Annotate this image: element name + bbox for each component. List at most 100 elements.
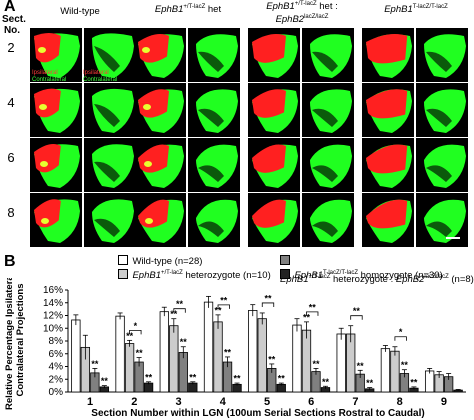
ipsilateral-region [366, 199, 408, 229]
contralateral-region [196, 89, 238, 133]
ipsilateral-region [34, 33, 61, 63]
bar [203, 301, 214, 393]
y-tick-label: 0% [49, 387, 64, 398]
column-title-sup: +/T-lacZ [183, 4, 206, 10]
column-title-ephb1-het: EphB1+/T-lacZ het [134, 4, 242, 15]
micrograph-merged [30, 28, 82, 82]
significance-marker: ** [278, 374, 286, 384]
ipsilateral-hole [198, 165, 224, 182]
ipsilateral-patch [144, 161, 152, 167]
significance-bracket-label: ** [309, 302, 317, 312]
column-title-main: EphB1 [266, 1, 295, 13]
micrograph-contralateral [416, 193, 468, 247]
legend-item-wildtype: Wild-type (n=28) [118, 251, 418, 269]
micrograph-merged [134, 193, 186, 247]
x-axis-label: Section Number within LGN (100um Serial … [91, 408, 424, 419]
legend-tail2: (n=8) [448, 274, 474, 285]
micrograph-merged [30, 83, 82, 137]
legend-item-het-ephb2: EphB1+/T-lacZ heterozygote : EphB2lacZ/l… [280, 251, 474, 287]
bar [134, 361, 144, 393]
bar [159, 311, 169, 393]
contralateral-region [424, 34, 466, 78]
contralateral-region [424, 199, 466, 243]
ipsilateral-hole [426, 51, 452, 72]
legend-text: EphB1+/T-lacZ heterozygote (n=10) [132, 270, 270, 281]
significance-marker: ** [126, 331, 134, 341]
micrograph-contralateral [302, 138, 354, 192]
significance-bracket-label: * [399, 327, 403, 337]
micrograph-merged [134, 83, 186, 137]
legend-sup: T-lacZ/T-lacZ [322, 269, 358, 276]
x-tick-label: 6 [308, 396, 314, 408]
bar [213, 321, 223, 393]
significance-marker: ** [401, 360, 409, 370]
contralateral-region [310, 34, 352, 78]
micrograph-contralateral [302, 83, 354, 137]
contralateral-region [92, 144, 134, 188]
x-tick-label: 9 [441, 396, 447, 408]
ipsilateral-label-right: Ipsilateral [83, 70, 109, 76]
contralateral-region [92, 88, 134, 133]
projection-labels: Ipsilateral Contralateral [32, 70, 66, 84]
micrograph-contralateral [84, 83, 136, 137]
ipsilateral-region [138, 89, 169, 118]
panel-b-label: B [4, 253, 16, 270]
bar [346, 333, 356, 393]
significance-marker: ** [410, 377, 418, 387]
column-title-tail: het [205, 4, 222, 16]
legend-sup2: lacZ/lacZ [424, 273, 449, 280]
significance-bracket [394, 336, 407, 341]
micrograph-contralateral [188, 193, 240, 247]
significance-marker: ** [303, 312, 311, 322]
significance-marker: ** [170, 309, 178, 319]
significance-marker: ** [322, 377, 330, 387]
legend-item-het: EphB1+/T-lacZ heterozygote (n=10) [118, 265, 278, 283]
x-tick-label: 8 [397, 396, 403, 408]
micrograph-contralateral [416, 28, 468, 82]
ipsilateral-hole [426, 221, 452, 237]
ipsilateral-region [138, 34, 169, 63]
legend-main: EphB1 [280, 274, 309, 285]
significance-marker: ** [234, 374, 242, 384]
x-tick-label: 2 [131, 396, 137, 408]
significance-bracket [350, 315, 363, 320]
significance-bracket [217, 304, 230, 309]
ipsilateral-patch [39, 104, 47, 110]
significance-bracket-label: ** [220, 295, 228, 305]
ipsilateral-region [252, 199, 286, 228]
micrograph-merged [248, 28, 300, 82]
significance-marker: ** [101, 376, 109, 386]
ipsilateral-region [252, 34, 286, 63]
significance-marker: ** [366, 378, 374, 388]
bar [248, 310, 258, 393]
y-tick-label: 14% [43, 298, 63, 309]
contralateral-region [196, 144, 238, 188]
section-number-4: 4 [7, 95, 15, 110]
legend-main: EphB1 [132, 270, 161, 281]
ipsilateral-patch [145, 218, 153, 224]
y-tick-label: 10% [43, 323, 63, 334]
ipsilateral-hole [94, 104, 120, 127]
legend-swatch [118, 255, 128, 265]
x-tick-label: 5 [264, 396, 270, 408]
legend-item-homo: EphB1T-lacZ/T-lacZ homozygote (n=30) [280, 265, 474, 283]
section-number-2: 2 [7, 40, 15, 55]
legend-swatch [280, 255, 290, 265]
ipsilateral-patch [142, 47, 150, 53]
ipsilateral-hole [312, 51, 338, 72]
contralateral-region [92, 199, 134, 243]
y-axis-label-line2: Contralateral Projections [15, 284, 26, 397]
section-header-line2: No. [3, 25, 21, 36]
legend-text: EphB1+/T-lacZ heterozygote : EphB2lacZ/l… [280, 274, 474, 285]
significance-marker: ** [189, 372, 197, 382]
micrograph-contralateral [188, 28, 240, 82]
legend-tail: heterozygote : [330, 274, 396, 285]
ipsilateral-hole [94, 161, 120, 182]
ipsilateral-region [252, 144, 286, 173]
micrograph-contralateral [84, 193, 136, 247]
column-title-main: EphB1 [154, 4, 184, 16]
ipsilateral-hole [312, 108, 338, 127]
y-tick-label: 16% [43, 285, 63, 296]
column-title-sup: T-lacZ/T-lacZ [412, 4, 448, 10]
panel-a-label: A [4, 0, 16, 15]
